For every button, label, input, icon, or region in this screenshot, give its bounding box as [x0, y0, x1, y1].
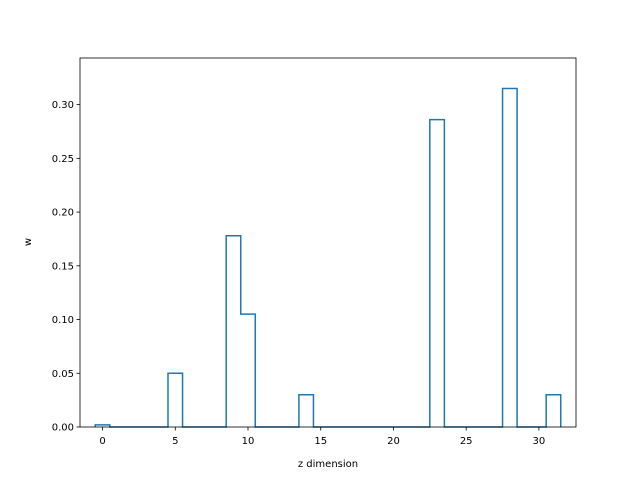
y-tick-label: 0.10 — [52, 315, 74, 326]
y-tick-label: 0.15 — [52, 261, 74, 272]
y-tick-label: 0.30 — [52, 100, 74, 111]
histogram-bin — [241, 314, 256, 427]
histogram-bin — [226, 236, 241, 427]
histogram-bin — [546, 395, 561, 427]
x-tick-label: 25 — [460, 436, 473, 447]
plot-area — [94, 87, 562, 428]
histogram-bin — [430, 120, 445, 427]
x-tick-label: 30 — [533, 436, 546, 447]
axes-frame — [79, 57, 577, 428]
series-step-line — [94, 87, 562, 428]
histogram-bin — [168, 373, 183, 427]
y-tick-label: 0.05 — [52, 369, 74, 380]
y-tick-label: 0.25 — [52, 154, 74, 165]
x-tick-label: 10 — [242, 436, 255, 447]
x-tick-label: 5 — [172, 436, 178, 447]
axes: 0 5 10 15 20 25 30 0.00 0.05 0.10 0.15 0.20 0.25 0.30 — [52, 57, 577, 447]
x-axis-label: z dimension — [298, 459, 358, 470]
histogram-bin — [299, 395, 314, 427]
x-tick-label: 20 — [387, 436, 400, 447]
y-tick-label: 0.00 — [52, 423, 74, 434]
x-tick-label: 0 — [99, 436, 105, 447]
x-tick-label: 15 — [314, 436, 327, 447]
y-tick-label: 0.20 — [52, 208, 74, 219]
histogram-bin — [503, 89, 518, 427]
y-axis-label: w — [23, 238, 34, 246]
